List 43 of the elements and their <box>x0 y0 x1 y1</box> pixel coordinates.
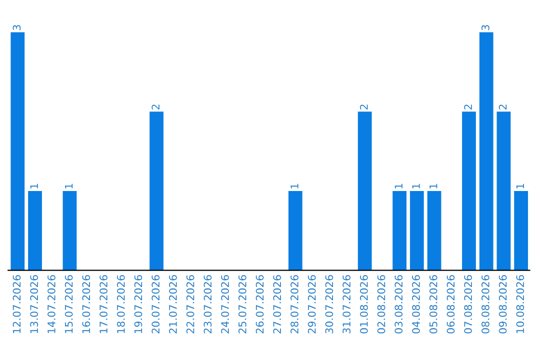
x-tick-label: 24.07.2026 <box>221 275 229 334</box>
x-tick-label: 21.07.2026 <box>169 275 177 334</box>
x-tick-label: 01.08.2026 <box>360 275 368 334</box>
x-tick-label: 15.07.2026 <box>64 275 73 333</box>
data-label: 3 <box>481 25 490 30</box>
x-tick-label: 25.07.2026 <box>238 275 246 334</box>
x-tick-label: 18.07.2026 <box>116 275 125 333</box>
x-tick-label: 12.07.2026 <box>12 275 21 333</box>
x-tick-label: 30.07.2026 <box>325 275 334 334</box>
data-label: 3 <box>12 25 21 30</box>
x-tick-label: 13.07.2026 <box>30 275 38 333</box>
data-label: 1 <box>30 184 38 188</box>
data-label: 2 <box>360 104 368 110</box>
data-label: 1 <box>516 184 524 188</box>
x-tick-label: 02.08.2026 <box>377 275 386 334</box>
x-tick-label: 23.07.2026 <box>204 275 212 334</box>
data-label: 1 <box>412 184 420 188</box>
data-label: 1 <box>430 184 438 188</box>
x-tick-label: 06.08.2026 <box>446 275 455 334</box>
x-tick-label: 19.07.2026 <box>134 275 142 333</box>
x-tick-label: 14.07.2026 <box>48 275 56 333</box>
x-tick-label: 17.07.2026 <box>100 275 108 333</box>
data-label: 1 <box>290 184 298 188</box>
data-label: 2 <box>498 104 507 110</box>
data-label: 2 <box>464 104 472 110</box>
x-tick-label: 26.07.2026 <box>256 275 264 334</box>
x-tick-label: 22.07.2026 <box>186 275 194 334</box>
x-tick-label: 20.07.2026 <box>152 275 160 334</box>
x-tick-label: 16.07.2026 <box>82 275 90 333</box>
x-tick-label: 05.08.2026 <box>429 275 438 334</box>
data-label: 2 <box>152 104 160 110</box>
data-label: 1 <box>65 184 73 188</box>
x-tick-label: 09.08.2026 <box>498 275 507 334</box>
x-tick-label: 03.08.2026 <box>394 275 403 334</box>
x-tick-label: 07.08.2026 <box>464 275 472 334</box>
x-tick-label: 28.07.2026 <box>290 275 298 334</box>
x-tick-label: 10.08.2026 <box>516 275 524 333</box>
x-tick-label: 29.07.2026 <box>308 275 316 334</box>
x-tick-label: 08.08.2026 <box>481 275 490 334</box>
data-label: 1 <box>394 184 402 188</box>
x-tick-label: 31.07.2026 <box>342 275 350 334</box>
x-tick-label: 04.08.2026 <box>412 275 420 334</box>
x-tick-label: 27.07.2026 <box>273 275 282 334</box>
